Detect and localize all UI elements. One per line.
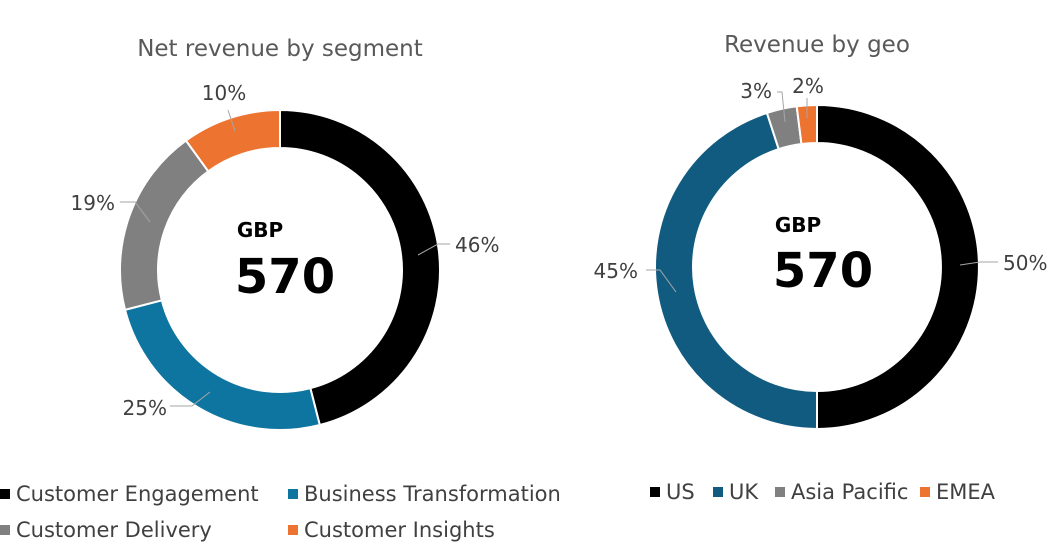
data-label-emea: 2% [792,74,824,98]
legend-swatch [0,525,10,535]
leader-line-customer-insights [227,109,236,132]
leader-line-customer-engagement [417,243,450,256]
data-label-business-transformation: 25% [123,396,167,420]
data-label-customer-insights: 10% [202,81,246,105]
legend-item-customer-delivery: Customer Delivery [0,518,212,542]
segment-center-currency: GBP [237,218,283,242]
legend-label: Customer Insights [304,518,495,542]
legend-label: Asia Pacific [791,480,909,504]
leader-line-asia-pacific [777,91,786,123]
data-label-customer-engagement: 46% [455,233,499,257]
slice-uk [654,111,818,431]
slice-customer-engagement [279,108,441,427]
geo-chart-title: Revenue by geo [724,32,910,58]
legend-swatch [775,487,785,497]
geo-chart: Revenue by geo 50% 45% 3% 2% GBP 570 [594,32,1047,431]
legend-item-customer-insights: Customer Insights [288,518,495,542]
legend-item-customer-engagement: Customer Engagement [0,482,259,506]
geo-donut: 50% 45% 3% 2% [594,74,1047,431]
legend-label: Customer Delivery [16,518,212,542]
slice-emea [795,103,818,146]
legend-item-emea: EMEA [920,480,995,504]
legend-item-asia-pacific: Asia Pacific [775,480,908,504]
data-label-us: 50% [1003,251,1047,275]
geo-center-value: 570 [773,243,873,299]
geo-center-currency: GBP [775,213,821,237]
legend-label: EMEA [936,480,996,504]
legend-item-uk: UK [713,480,758,504]
leader-line-business-transformation [170,391,211,407]
legend-swatch [713,487,723,497]
data-label-uk: 45% [594,259,638,283]
legend-swatch [0,489,10,499]
slice-customer-delivery [119,139,210,312]
legend-swatch [288,489,298,499]
legend-swatch [920,487,930,497]
legend-item-us: US [650,480,695,504]
segment-center-value: 570 [235,249,335,305]
legend-label: UK [729,480,759,504]
segment-chart: Net revenue by segment 46%25%19%10% GBP … [71,36,499,431]
legend-label: US [666,480,695,504]
legend-label: Business Transformation [304,482,561,506]
slice-us [816,103,980,431]
slice-customer-insights [184,108,281,173]
legend-label: Customer Engagement [16,482,259,506]
leader-line-customer-delivery [120,201,151,223]
legend-item-business-transformation: Business Transformation [288,482,561,506]
data-label-asia-pacific: 3% [740,79,772,103]
legend-swatch [650,487,660,497]
leader-line-uk [646,269,677,293]
data-label-customer-delivery: 19% [71,191,115,215]
legend-swatch [288,525,298,535]
segment-donut: 46% 25% 19% 10% [71,81,499,431]
segment-chart-title: Net revenue by segment [137,36,423,62]
leader-line-us [959,261,998,266]
